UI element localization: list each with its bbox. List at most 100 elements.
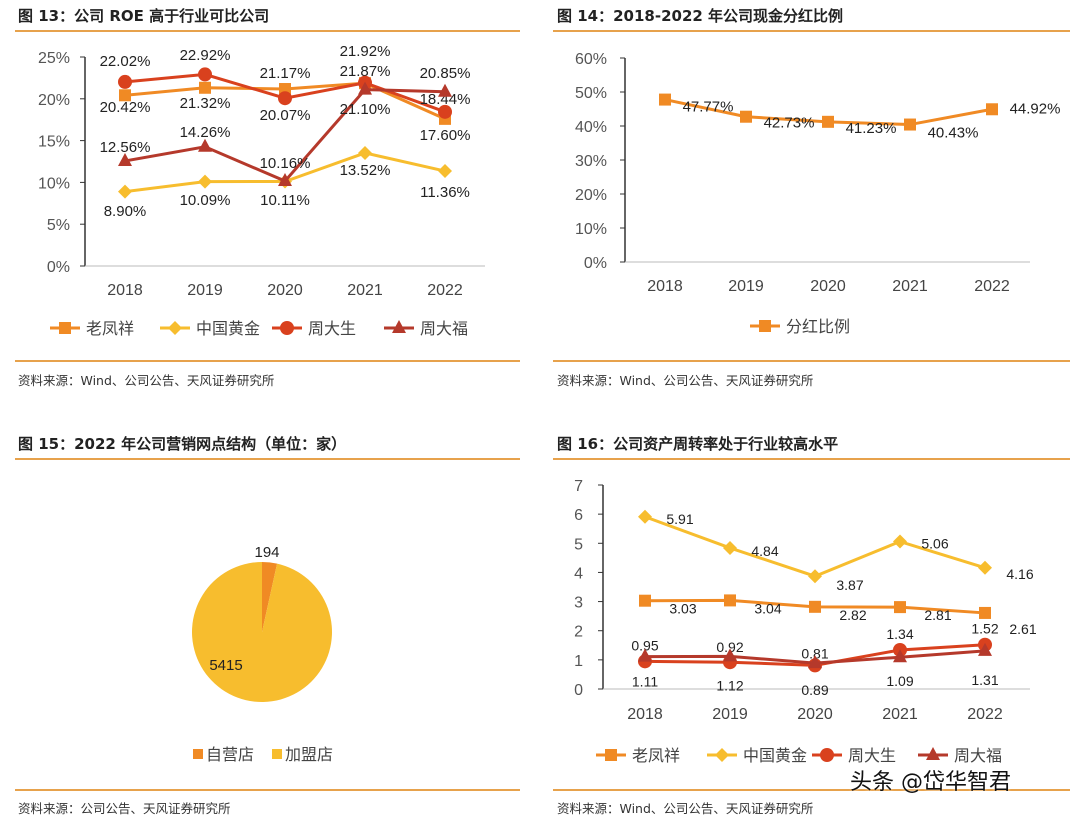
data-label: 22.92% [180, 47, 231, 64]
data-point-中国黄金 [723, 540, 737, 555]
y-tick-label: 15% [38, 134, 70, 151]
legend-label: 加盟店 [285, 746, 333, 764]
data-label: 1.09 [886, 673, 913, 689]
x-tick-label: 2022 [427, 282, 463, 299]
data-label: 0.81 [801, 645, 828, 661]
data-label: 14.26% [180, 124, 231, 141]
y-tick-label: 40% [575, 119, 607, 136]
y-tick-label: 7 [574, 478, 583, 495]
y-tick-label: 20% [575, 187, 607, 204]
pie-slice-自营店 [262, 562, 278, 632]
data-label: 5.06 [921, 536, 948, 552]
data-label: 10.09% [180, 192, 231, 209]
figure-16-title: 图 16：公司资产周转率处于行业较高水平 [557, 435, 839, 453]
divider [15, 458, 520, 460]
legend-marker-icon [820, 748, 834, 762]
data-point-中国黄金 [978, 560, 992, 575]
data-label: 1.11 [632, 674, 658, 690]
data-point-老凤祥 [639, 594, 651, 607]
x-tick-label: 2021 [892, 278, 928, 295]
figure-16-source: 资料来源：Wind、公司公告、天风证券研究所 [557, 801, 814, 816]
data-point-周大福 [808, 655, 822, 669]
x-tick-label: 2018 [107, 282, 143, 299]
figure-15-title: 图 15：2022 年公司营销网点结构（单位：家） [18, 435, 347, 453]
data-label: 21.87% [340, 63, 391, 80]
data-label: 21.32% [180, 95, 231, 112]
y-tick-label: 60% [575, 51, 607, 68]
data-label: 21.17% [260, 65, 311, 82]
divider [15, 30, 520, 32]
data-label: 20.42% [100, 99, 151, 116]
data-point-周大生 [278, 91, 292, 106]
data-label: 22.02% [100, 53, 151, 70]
data-label: 4.84 [751, 543, 778, 559]
legend-label: 中国黄金 [196, 320, 260, 338]
data-point-中国黄金 [118, 184, 132, 199]
data-point-中国黄金 [808, 569, 822, 584]
data-point-周大福 [438, 83, 452, 97]
data-label: 5.91 [666, 511, 693, 527]
legend-label: 周大福 [954, 747, 1002, 765]
legend-label: 周大生 [848, 747, 896, 765]
x-tick-label: 2018 [627, 706, 663, 723]
legend-label: 周大生 [308, 320, 356, 338]
data-point-老凤祥 [809, 600, 821, 613]
divider [553, 30, 1070, 32]
figure-14-title: 图 14：2018-2022 年公司现金分红比例 [557, 7, 844, 25]
data-label: 21.92% [340, 43, 391, 60]
data-point-周大福 [118, 152, 132, 166]
x-tick-label: 2020 [267, 282, 303, 299]
data-point-中国黄金 [438, 164, 452, 179]
data-label: 21.10% [340, 101, 391, 118]
x-tick-label: 2020 [810, 278, 846, 295]
data-point-周大福 [638, 648, 652, 662]
watermark: 头条 @岱华智君 [850, 770, 1011, 795]
data-point-中国黄金 [198, 174, 212, 189]
x-tick-label: 2022 [967, 706, 1003, 723]
legend-label: 中国黄金 [743, 747, 807, 765]
legend-swatch-icon [193, 749, 203, 759]
legend-swatch-icon [272, 749, 282, 759]
data-label: 13.52% [340, 162, 391, 179]
legend-marker-icon [392, 320, 406, 333]
x-tick-label: 2022 [974, 278, 1010, 295]
y-tick-label: 0 [574, 682, 583, 699]
x-tick-label: 2020 [797, 706, 833, 723]
legend-marker-icon [168, 321, 182, 335]
y-tick-label: 6 [574, 507, 583, 524]
data-label: 8.90% [104, 203, 147, 220]
data-point-分红比例 [659, 93, 671, 106]
pie-slice-加盟店 [191, 562, 332, 702]
x-tick-label: 2021 [347, 282, 383, 299]
x-tick-label: 2019 [712, 706, 748, 723]
legend-marker-icon [715, 748, 729, 762]
y-tick-label: 0% [584, 255, 607, 272]
y-tick-label: 30% [575, 153, 607, 170]
divider [15, 360, 520, 362]
data-label: 1.52 [971, 621, 998, 637]
data-point-中国黄金 [893, 534, 907, 549]
data-point-老凤祥 [199, 81, 211, 94]
data-label: 11.36% [420, 184, 470, 201]
data-point-老凤祥 [724, 594, 736, 607]
data-label: 17.60% [420, 127, 471, 144]
pie-label: 194 [254, 544, 279, 561]
data-point-分红比例 [904, 118, 916, 131]
divider [553, 789, 1070, 791]
legend-label: 老凤祥 [632, 747, 680, 765]
pie-label: 5415 [209, 657, 242, 674]
data-label: 12.56% [100, 139, 151, 156]
y-tick-label: 2 [574, 624, 583, 641]
data-label: 3.04 [754, 600, 781, 616]
data-label: 0.95 [631, 637, 658, 653]
data-label: 20.85% [420, 65, 471, 82]
x-tick-label: 2019 [728, 278, 764, 295]
data-label: 4.16 [1006, 566, 1033, 582]
data-label: 2.82 [839, 607, 866, 623]
data-label: 1.34 [886, 626, 913, 642]
data-point-分红比例 [822, 115, 834, 128]
y-tick-label: 0% [47, 259, 70, 276]
legend-marker-icon [926, 747, 940, 760]
data-point-周大福 [198, 138, 212, 152]
